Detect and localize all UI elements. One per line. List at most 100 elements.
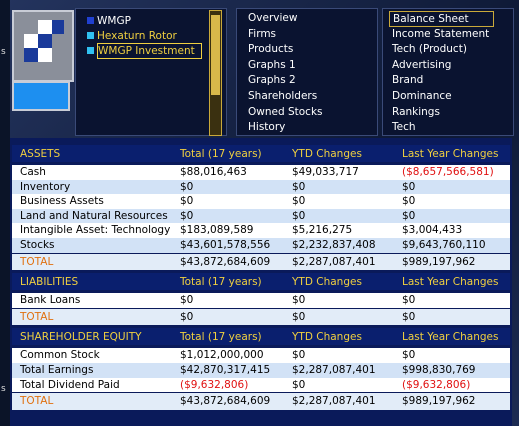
row-bg — [12, 293, 510, 308]
cell-value: ($9,632,806) — [402, 378, 471, 391]
cell-value: $0 — [180, 195, 194, 208]
cell-value: $0 — [402, 195, 416, 208]
total-label: TOTAL — [20, 395, 54, 408]
row-bg — [12, 238, 510, 253]
row-label: Business Assets — [20, 195, 104, 208]
menu-item[interactable]: Graphs 1 — [248, 58, 296, 71]
total-value: $989,197,962 — [402, 255, 476, 268]
section-header-bg — [12, 273, 510, 291]
scroll-thumb[interactable] — [211, 15, 220, 95]
sheet-menu — [382, 8, 514, 136]
total-value: $989,197,962 — [402, 395, 476, 408]
row-bg — [12, 377, 510, 393]
menu-item[interactable]: Rankings — [392, 105, 440, 118]
column-header: Last Year Changes — [402, 331, 499, 344]
cell-value: $2,287,087,401 — [292, 364, 376, 376]
cell-value: $49,033,717 — [292, 166, 359, 178]
column-header: Last Year Changes — [402, 148, 499, 160]
column-header: YTD Changes — [292, 331, 362, 344]
company-name[interactable]: WMGP — [97, 15, 131, 27]
row-bg — [12, 223, 510, 238]
column-header: Total (17 years) — [180, 276, 262, 289]
company-list — [75, 8, 227, 136]
cell-value: $0 — [292, 195, 306, 208]
menu-item[interactable]: Firms — [248, 27, 277, 40]
total-value: $0 — [402, 310, 416, 323]
total-value: $43,872,684,609 — [180, 395, 271, 408]
row-label: Total Dividend Paid — [20, 378, 120, 391]
side-label: s — [1, 47, 6, 57]
company-square — [87, 32, 94, 39]
total-row-bg — [12, 393, 510, 410]
total-value: $2,287,087,401 — [292, 395, 376, 408]
company-name[interactable]: Hexaturn Rotor — [97, 30, 177, 42]
row-bg — [12, 179, 510, 195]
menu-item[interactable]: Owned Stocks — [248, 105, 323, 118]
menu-item[interactable]: Graphs 2 — [248, 74, 296, 87]
row-label: Stocks — [20, 239, 55, 251]
row-bg — [12, 208, 510, 224]
column-header: YTD Changes — [292, 276, 362, 289]
scrollbar[interactable] — [209, 10, 222, 136]
row-label: Cash — [20, 166, 46, 178]
cell-value: $0 — [402, 180, 416, 193]
row-label: Total Earnings — [20, 364, 94, 376]
column-header: ASSETS — [20, 148, 61, 160]
total-row-bg — [12, 308, 510, 326]
section-header-bg — [12, 145, 510, 162]
report-menu — [236, 8, 378, 136]
logo-art — [24, 20, 64, 62]
menu-item[interactable]: Advertising — [392, 58, 452, 71]
cell-value: $0 — [402, 349, 416, 362]
column-header: Total (17 years) — [180, 331, 262, 344]
company-logo — [12, 10, 74, 82]
cell-value: ($9,632,806) — [180, 378, 249, 391]
section-header-bg — [12, 328, 510, 346]
row-label: Inventory — [20, 180, 71, 193]
column-header: Last Year Changes — [402, 276, 499, 289]
total-label: TOTAL — [20, 255, 54, 268]
total-value: $0 — [292, 310, 306, 323]
total-value: $43,872,684,609 — [180, 255, 271, 268]
total-value: $2,287,087,401 — [292, 255, 376, 268]
row-bg — [12, 348, 510, 363]
menu-item[interactable]: Shareholders — [248, 90, 318, 102]
cell-value: $1,012,000,000 — [180, 349, 264, 362]
menu-item[interactable]: Income Statement — [392, 27, 490, 40]
menu-item[interactable]: Overview — [248, 12, 298, 24]
cell-value: $998,830,769 — [402, 364, 476, 376]
cell-value: $0 — [292, 349, 306, 362]
column-header: SHAREHOLDER EQUITY — [20, 331, 142, 344]
cell-value: $0 — [180, 209, 194, 222]
total-row-bg — [12, 253, 510, 271]
menu-item[interactable]: Products — [248, 43, 294, 56]
menu-item[interactable]: History — [248, 121, 286, 134]
row-bg — [12, 165, 510, 180]
color-swatch[interactable] — [12, 81, 70, 111]
cell-value: $0 — [402, 294, 416, 307]
cell-value: $9,643,760,110 — [402, 239, 486, 251]
menu-item[interactable]: Dominance — [392, 90, 452, 102]
cell-value: ($8,657,566,581) — [402, 166, 494, 178]
column-header: LIABILITIES — [20, 276, 79, 289]
cell-value: $183,089,589 — [180, 224, 254, 237]
menu-item[interactable]: Tech (Product) — [392, 43, 467, 56]
row-label: Intangible Asset: Technology — [20, 224, 171, 237]
cell-value: $88,016,463 — [180, 166, 247, 178]
column-header: YTD Changes — [292, 148, 362, 160]
cell-value: $0 — [180, 180, 194, 193]
side-label: s — [1, 384, 6, 394]
row-bg — [12, 194, 510, 209]
menu-item[interactable]: Tech — [392, 121, 416, 134]
row-label: Bank Loans — [20, 294, 81, 307]
total-value: $0 — [180, 310, 194, 323]
menu-item[interactable]: Brand — [392, 74, 424, 87]
column-header: Total (17 years) — [180, 148, 262, 160]
row-label: Common Stock — [20, 349, 100, 362]
cell-value: $2,232,837,408 — [292, 239, 376, 251]
company-name[interactable]: WMGP Investment — [97, 43, 202, 59]
cell-value: $43,601,578,556 — [180, 239, 271, 251]
company-square — [87, 47, 94, 54]
menu-item[interactable]: Balance Sheet — [389, 11, 494, 27]
